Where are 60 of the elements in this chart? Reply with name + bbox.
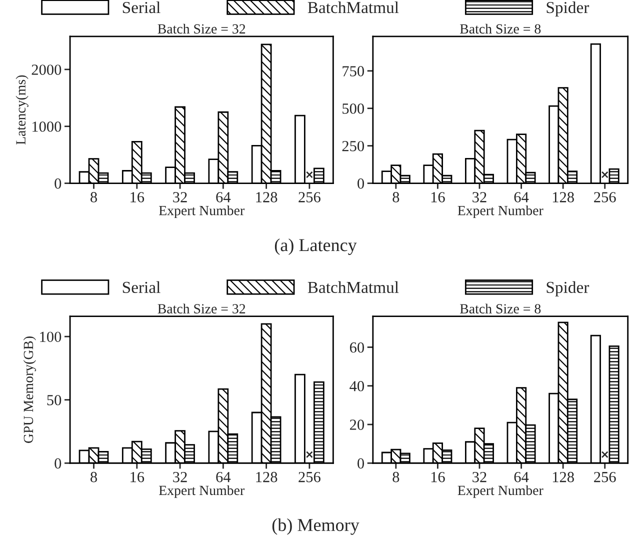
x-tick-label: 16 — [431, 192, 445, 202]
chart-title: Batch Size = 32 — [158, 24, 246, 34]
x-tick-label: 128 — [552, 472, 574, 482]
x-tick-label: 8 — [392, 472, 400, 482]
x-tick-label: 64 — [514, 472, 529, 482]
x-tick-label: 64 — [216, 192, 231, 202]
x-tick-label: 256 — [594, 472, 616, 482]
x-tick-label: 128 — [552, 192, 574, 202]
x-axis-title: Expert Number — [458, 205, 544, 218]
y-tick-label: 2000 — [32, 64, 62, 75]
x-tick-label: 256 — [298, 472, 320, 482]
x-tick-label: 256 — [298, 192, 320, 202]
x-tick-label: 32 — [173, 192, 187, 202]
y-axis-title: GPU Memory(GB) — [23, 336, 36, 443]
y-tick-label: 0 — [358, 178, 364, 189]
y-tick-label: 0 — [358, 458, 364, 469]
y-tick-label: 60 — [350, 342, 364, 353]
x-tick-label: 64 — [216, 472, 231, 482]
annotation: × — [306, 171, 313, 178]
x-tick-label: 32 — [472, 192, 486, 202]
legend-label: Spider — [546, 1, 590, 17]
y-tick-label: 1000 — [32, 121, 62, 132]
legend-label: Spider — [546, 281, 590, 296]
y-tick-label: 20 — [350, 420, 364, 430]
y-tick-label: 250 — [342, 140, 364, 152]
y-tick-label: 0 — [54, 178, 62, 189]
annotation: × — [602, 171, 608, 178]
y-tick-label: 100 — [40, 332, 62, 342]
y-tick-label: 750 — [342, 66, 364, 76]
y-axis-title: Latency(ms) — [16, 75, 28, 145]
chart-title: Batch Size = 8 — [460, 24, 541, 34]
legend-label: Serial — [122, 1, 160, 14]
chart-title: Batch Size = 8 — [460, 304, 541, 314]
x-axis-title: Expert Number — [159, 485, 244, 498]
y-tick-label: 50 — [47, 394, 62, 406]
x-tick-label: 8 — [392, 192, 400, 202]
x-tick-label: 16 — [130, 472, 144, 482]
chart-title: Batch Size = 32 — [158, 304, 246, 314]
text: (a) Latency — [274, 238, 357, 255]
x-tick-label: 128 — [256, 472, 278, 482]
annotation: × — [306, 451, 313, 458]
legend-label: Serial — [122, 281, 160, 294]
x-tick-label: 8 — [90, 192, 98, 202]
y-tick-label: 40 — [350, 380, 364, 392]
annotation: × — [602, 451, 608, 458]
x-tick-label: 16 — [130, 192, 144, 202]
x-tick-label: 32 — [173, 472, 187, 482]
x-axis-title: Expert Number — [458, 485, 544, 498]
x-tick-label: 256 — [594, 192, 616, 202]
legend-label: BatchMatmul — [308, 1, 399, 14]
text: (b) Memory — [272, 518, 360, 535]
x-tick-label: 32 — [472, 472, 486, 482]
x-axis-title: Expert Number — [159, 205, 244, 218]
y-tick-label: 500 — [342, 103, 364, 114]
y-tick-label: 0 — [54, 458, 62, 469]
x-tick-label: 8 — [90, 472, 98, 482]
legend-label: BatchMatmul — [308, 281, 399, 294]
x-tick-label: 16 — [431, 472, 445, 482]
x-tick-label: 128 — [256, 192, 278, 202]
x-tick-label: 64 — [514, 192, 529, 202]
